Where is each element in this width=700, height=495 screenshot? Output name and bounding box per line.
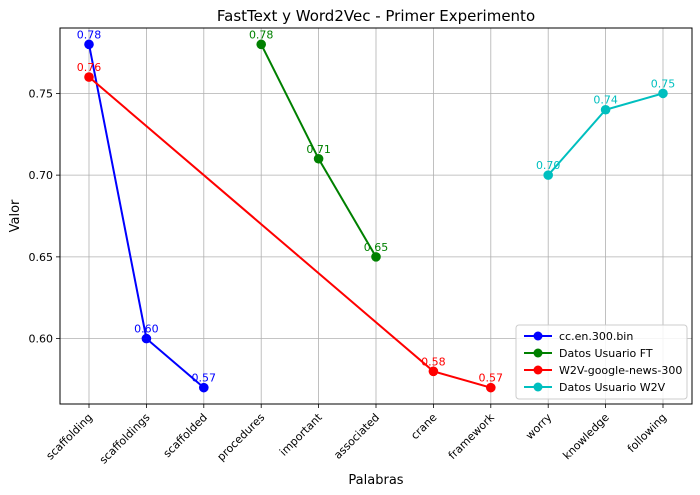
y-tick-label: 0.60	[29, 333, 54, 346]
x-tick-label: knowledge	[560, 411, 612, 463]
y-axis-label: Valor	[8, 199, 23, 232]
data-label: 0.74	[593, 94, 618, 107]
y-axis: 0.60 0.65 0.70 0.75	[29, 87, 60, 346]
data-point	[658, 88, 668, 99]
data-point	[371, 252, 381, 262]
data-point	[313, 153, 324, 164]
data-point	[199, 382, 209, 393]
x-tick-label: worry	[523, 411, 555, 443]
legend-label: W2V-google-news-300	[559, 364, 682, 377]
x-tick-label: crane	[408, 411, 439, 442]
x-tick-label: procedures	[215, 411, 268, 464]
series: 0.76 0.58 0.57	[77, 61, 504, 393]
data-point	[543, 170, 553, 180]
legend-marker	[533, 365, 543, 375]
series-group: 0.78 0.60 0.57 0.78 0.71 0.65 0.76 0.58 0.57 0.70…	[77, 28, 675, 393]
legend-label: cc.en.300.bin	[559, 330, 633, 343]
legend-marker	[533, 331, 543, 341]
series: 0.78 0.71 0.65	[249, 28, 389, 262]
data-label: 0.71	[306, 143, 331, 156]
x-tick-label: scaffolded	[161, 411, 210, 460]
data-label: 0.58	[421, 355, 446, 368]
data-point	[84, 39, 94, 50]
data-point	[141, 333, 152, 344]
legend-label: Datos Usuario W2V	[559, 381, 666, 394]
legend-label: Datos Usuario FT	[559, 347, 653, 360]
data-label: 0.75	[651, 77, 676, 90]
data-label: 0.57	[192, 372, 217, 385]
data-point	[486, 382, 496, 393]
data-point	[600, 104, 611, 115]
data-point	[256, 39, 267, 50]
x-axis-label: Palabras	[348, 473, 403, 488]
legend-box	[515, 324, 688, 400]
legend-marker	[533, 348, 543, 358]
data-label: 0.78	[77, 28, 102, 41]
x-tick-label: important	[277, 410, 325, 458]
data-label: 0.78	[249, 28, 274, 41]
legend-item: Datos Usuario W2V	[524, 381, 666, 394]
y-tick-label: 0.65	[29, 251, 54, 264]
legend-marker	[533, 382, 543, 392]
data-label: 0.76	[77, 61, 102, 74]
x-tick-label: following	[625, 411, 669, 455]
y-tick-label: 0.70	[29, 169, 54, 182]
data-label: 0.65	[364, 241, 389, 254]
legend-item: Datos Usuario FT	[524, 347, 653, 360]
legend-item: W2V-google-news-300	[524, 364, 682, 377]
x-axis: scaffolding scaffoldings scaffolded procedu…	[44, 404, 669, 467]
x-tick-label: associated	[331, 411, 382, 462]
y-tick-label: 0.75	[29, 87, 54, 100]
legend: cc.en.300.bin Datos Usuario FT W2V-google-…	[515, 324, 688, 400]
chart-title: FastText y Word2Vec - Primer Experimento	[217, 7, 535, 25]
data-label: 0.70	[536, 159, 561, 172]
data-label: 0.60	[134, 323, 159, 336]
series: 0.70 0.74 0.75	[536, 77, 675, 180]
x-tick-label: scaffoldings	[97, 411, 153, 467]
data-point	[84, 72, 94, 82]
data-point	[428, 366, 439, 377]
data-label: 0.57	[479, 372, 504, 385]
legend-item: cc.en.300.bin	[524, 330, 633, 343]
series: 0.78 0.60 0.57	[77, 28, 217, 393]
x-tick-label: scaffolding	[44, 411, 96, 463]
x-tick-label: framework	[446, 410, 498, 462]
